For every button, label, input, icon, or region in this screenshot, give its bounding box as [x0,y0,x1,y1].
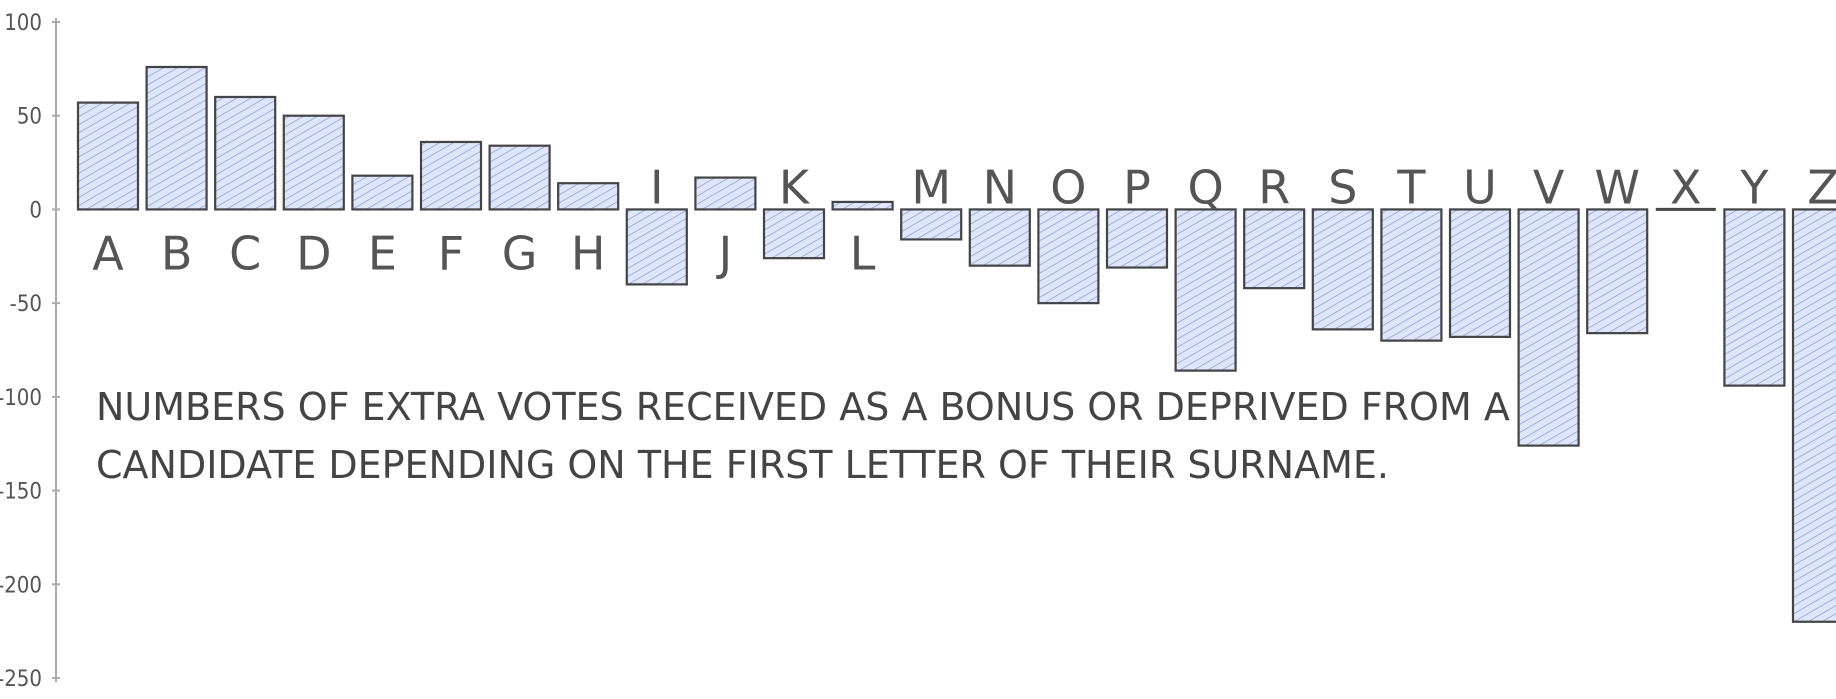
bar-g [488,144,551,211]
y-tick-label: -200 [0,573,42,598]
category-label-m: M [911,160,951,214]
category-label-z: Z [1807,160,1836,214]
bar-i [625,208,688,286]
category-label-n: N [983,160,1017,214]
bar-q [1174,208,1237,372]
bar-o [1037,208,1100,305]
bar-k [762,208,826,260]
y-tick-label: -150 [0,480,42,505]
category-label-v: V [1533,160,1565,214]
y-tick-label: -250 [0,667,42,692]
bars [76,65,1836,623]
bar-n [968,208,1031,267]
category-label-h: H [571,226,606,280]
bar-f [419,140,483,211]
bar-m [900,208,963,241]
category-label-t: T [1396,160,1426,214]
y-tick-label: 50 [17,105,42,130]
category-label-j: J [716,226,733,280]
category-label-x: X [1670,160,1702,214]
category-label-e: E [368,226,397,280]
bar-w [1586,208,1649,335]
y-tick-label: -100 [0,386,42,411]
bar-c [214,95,277,211]
category-label-l: L [850,226,876,280]
category-label-f: F [438,226,464,280]
y-axis: 100 50 0 -50 -100 -150 -200 -250 [0,11,60,692]
category-label-s: S [1328,160,1357,214]
y-tick-label: -50 [10,292,42,317]
bar-v [1517,208,1580,447]
category-label-o: O [1050,160,1086,214]
bar-s [1311,208,1374,331]
category-label-c: C [229,226,261,280]
category-label-y: Y [1739,160,1769,214]
annotation-line-2: CANDIDATE DEPENDING ON THE FIRST LETTER … [96,443,1389,487]
bar-y [1723,208,1786,387]
bar-r [1243,208,1306,290]
category-label-i: I [650,160,664,214]
bar-e [351,174,414,211]
category-label-p: P [1123,160,1151,214]
category-label-q: Q [1187,160,1223,214]
category-label-w: W [1594,160,1639,214]
bar-b [145,65,208,211]
y-tick-label: 0 [29,198,42,223]
category-label-g: G [502,226,538,280]
bar-j [694,176,757,211]
bar-a [76,101,140,211]
annotation-line-1: NUMBERS OF EXTRA VOTES RECEIVED AS A BON… [96,385,1510,429]
category-label-b: B [161,226,193,280]
bar-z [1791,208,1836,623]
bar-t [1380,208,1443,342]
category-label-u: U [1463,160,1497,214]
category-label-d: D [296,226,331,280]
bar-l [831,200,894,211]
bar-u [1448,208,1512,338]
bar-h [557,182,620,211]
category-label-r: R [1258,160,1290,214]
y-tick-label: 100 [4,11,42,36]
bar-p [1105,208,1169,269]
bar-d [282,114,345,211]
category-label-k: K [779,160,811,214]
category-label-a: A [92,226,124,280]
